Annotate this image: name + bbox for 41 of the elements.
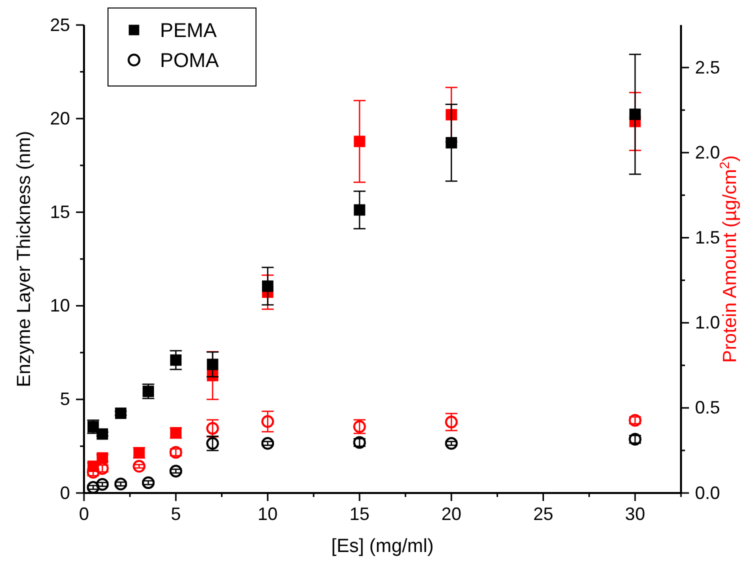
point — [628, 414, 642, 427]
y-tick-label: 0 — [60, 482, 70, 503]
point — [354, 136, 366, 148]
point — [169, 464, 182, 478]
point — [132, 460, 146, 473]
y-tick-label: 15 — [50, 202, 70, 222]
point — [629, 108, 641, 120]
y2-tick-label: 2.0 — [695, 142, 720, 162]
y2-tick-label: 0.5 — [695, 398, 720, 418]
x-tick-label: 5 — [170, 504, 181, 524]
x-tick-label: 25 — [533, 504, 554, 524]
point — [170, 354, 182, 366]
point — [354, 204, 366, 216]
x-tick-label: 20 — [441, 504, 462, 524]
point — [114, 478, 128, 490]
x-tick-label: 15 — [350, 504, 370, 524]
point — [206, 358, 218, 370]
y-axis-title: Enzyme Layer Thickness (nm) — [14, 130, 35, 388]
x-tick-label: 0 — [78, 504, 90, 524]
point — [169, 446, 182, 459]
point — [262, 280, 274, 292]
point — [115, 408, 126, 419]
point — [142, 476, 155, 490]
y-tick-label: 5 — [60, 389, 70, 410]
x-tick-label: 30 — [625, 504, 646, 524]
x-tick-label: 10 — [258, 504, 278, 524]
y-tick-label: 20 — [50, 108, 70, 128]
point — [445, 437, 458, 450]
point — [206, 422, 219, 435]
y-tick-label: 25 — [50, 14, 70, 35]
y2-tick-label: 0.0 — [695, 482, 720, 503]
y2-tick-label: 2.5 — [695, 57, 720, 78]
y-tick-label: 10 — [50, 296, 70, 316]
legend-label: PEMA — [160, 20, 218, 42]
legend-label: POMA — [160, 50, 220, 72]
x-axis-title: [Es] (mg/ml) — [331, 536, 434, 557]
point — [261, 415, 274, 428]
point — [445, 416, 458, 428]
point — [261, 437, 274, 450]
point — [446, 137, 458, 148]
y2-tick-label: 1.5 — [695, 227, 720, 248]
